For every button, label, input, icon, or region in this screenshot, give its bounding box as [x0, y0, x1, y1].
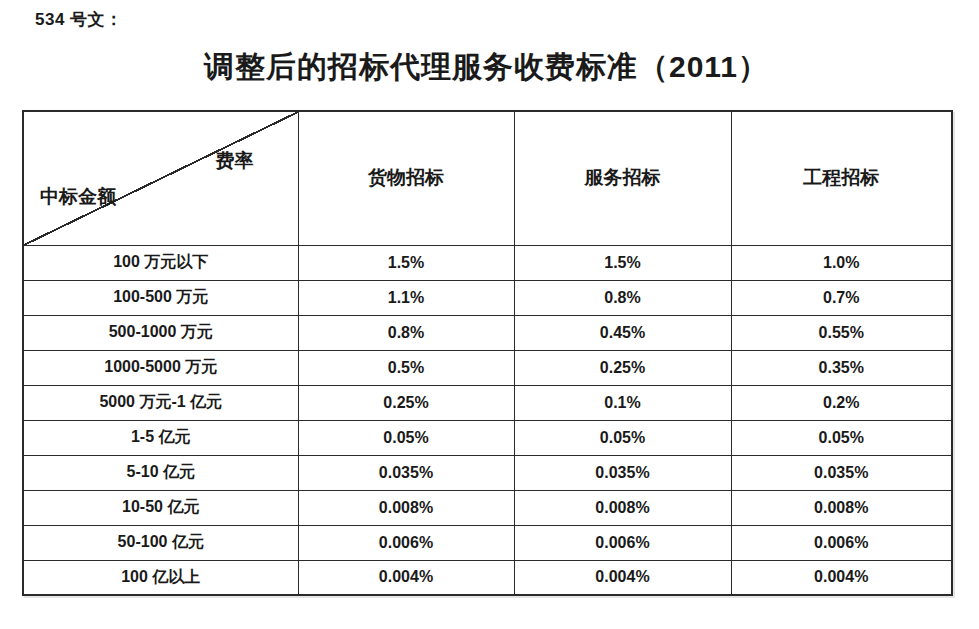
- goods-rate-cell: 0.8%: [298, 315, 514, 350]
- service-rate-cell: 0.008%: [514, 490, 731, 525]
- goods-rate-cell: 0.008%: [298, 490, 514, 525]
- goods-rate-cell: 0.05%: [298, 420, 514, 455]
- engineering-rate-cell: 0.35%: [731, 350, 952, 385]
- page-title: 调整后的招标代理服务收费标准（2011）: [22, 47, 951, 88]
- engineering-rate-cell: 0.006%: [731, 525, 952, 560]
- engineering-rate-cell: 0.004%: [731, 560, 952, 595]
- amount-cell: 1-5 亿元: [23, 420, 298, 455]
- service-rate-cell: 0.05%: [514, 420, 731, 455]
- service-rate-cell: 0.8%: [514, 280, 731, 315]
- table-row: 500-1000 万元 0.8% 0.45% 0.55%: [23, 315, 952, 350]
- goods-rate-cell: 0.006%: [298, 525, 514, 560]
- goods-rate-cell: 0.035%: [298, 455, 514, 490]
- amount-cell: 100 万元以下: [23, 245, 298, 280]
- diagonal-label-rate: 费率: [216, 148, 254, 174]
- service-rate-cell: 0.006%: [514, 525, 731, 560]
- engineering-rate-cell: 0.7%: [731, 280, 952, 315]
- goods-rate-cell: 0.5%: [298, 350, 514, 385]
- goods-rate-cell: 0.004%: [298, 560, 514, 595]
- table-row: 10-50 亿元 0.008% 0.008% 0.008%: [23, 490, 952, 525]
- column-header-goods: 货物招标: [298, 111, 514, 245]
- engineering-rate-cell: 0.55%: [731, 315, 952, 350]
- table-row: 5-10 亿元 0.035% 0.035% 0.035%: [23, 455, 952, 490]
- service-rate-cell: 0.004%: [514, 560, 731, 595]
- engineering-rate-cell: 0.2%: [731, 385, 952, 420]
- table-body: 100 万元以下 1.5% 1.5% 1.0% 100-500 万元 1.1% …: [23, 245, 952, 595]
- table-row: 100 亿以上 0.004% 0.004% 0.004%: [23, 560, 952, 595]
- diagonal-label-amount: 中标金额: [40, 184, 116, 210]
- service-rate-cell: 1.5%: [514, 245, 731, 280]
- table-row: 5000 万元-1 亿元 0.25% 0.1% 0.2%: [23, 385, 952, 420]
- service-rate-cell: 0.1%: [514, 385, 731, 420]
- service-rate-cell: 0.035%: [514, 455, 731, 490]
- document-page: 534 号文： 调整后的招标代理服务收费标准（2011） 费率 中标金额 货物招…: [0, 0, 979, 629]
- header-row: 费率 中标金额 货物招标 服务招标 工程招标: [23, 111, 952, 245]
- table-row: 1000-5000 万元 0.5% 0.25% 0.35%: [23, 350, 952, 385]
- goods-rate-cell: 0.25%: [298, 385, 514, 420]
- amount-cell: 100 亿以上: [23, 560, 298, 595]
- table-row: 100-500 万元 1.1% 0.8% 0.7%: [23, 280, 952, 315]
- table-row: 100 万元以下 1.5% 1.5% 1.0%: [23, 245, 952, 280]
- table-row: 50-100 亿元 0.006% 0.006% 0.006%: [23, 525, 952, 560]
- engineering-rate-cell: 0.035%: [731, 455, 952, 490]
- service-rate-cell: 0.45%: [514, 315, 731, 350]
- column-header-engineering: 工程招标: [731, 111, 952, 245]
- fee-table: 费率 中标金额 货物招标 服务招标 工程招标 100 万元以下 1.5% 1.5…: [22, 110, 953, 596]
- diagonal-header-cell: 费率 中标金额: [23, 111, 298, 245]
- table-row: 1-5 亿元 0.05% 0.05% 0.05%: [23, 420, 952, 455]
- amount-cell: 5000 万元-1 亿元: [23, 385, 298, 420]
- amount-cell: 100-500 万元: [23, 280, 298, 315]
- goods-rate-cell: 1.1%: [298, 280, 514, 315]
- amount-cell: 10-50 亿元: [23, 490, 298, 525]
- engineering-rate-cell: 0.008%: [731, 490, 952, 525]
- doc-ref: 534 号文：: [35, 8, 123, 31]
- engineering-rate-cell: 1.0%: [731, 245, 952, 280]
- service-rate-cell: 0.25%: [514, 350, 731, 385]
- engineering-rate-cell: 0.05%: [731, 420, 952, 455]
- amount-cell: 500-1000 万元: [23, 315, 298, 350]
- goods-rate-cell: 1.5%: [298, 245, 514, 280]
- column-header-service: 服务招标: [514, 111, 731, 245]
- amount-cell: 1000-5000 万元: [23, 350, 298, 385]
- amount-cell: 5-10 亿元: [23, 455, 298, 490]
- amount-cell: 50-100 亿元: [23, 525, 298, 560]
